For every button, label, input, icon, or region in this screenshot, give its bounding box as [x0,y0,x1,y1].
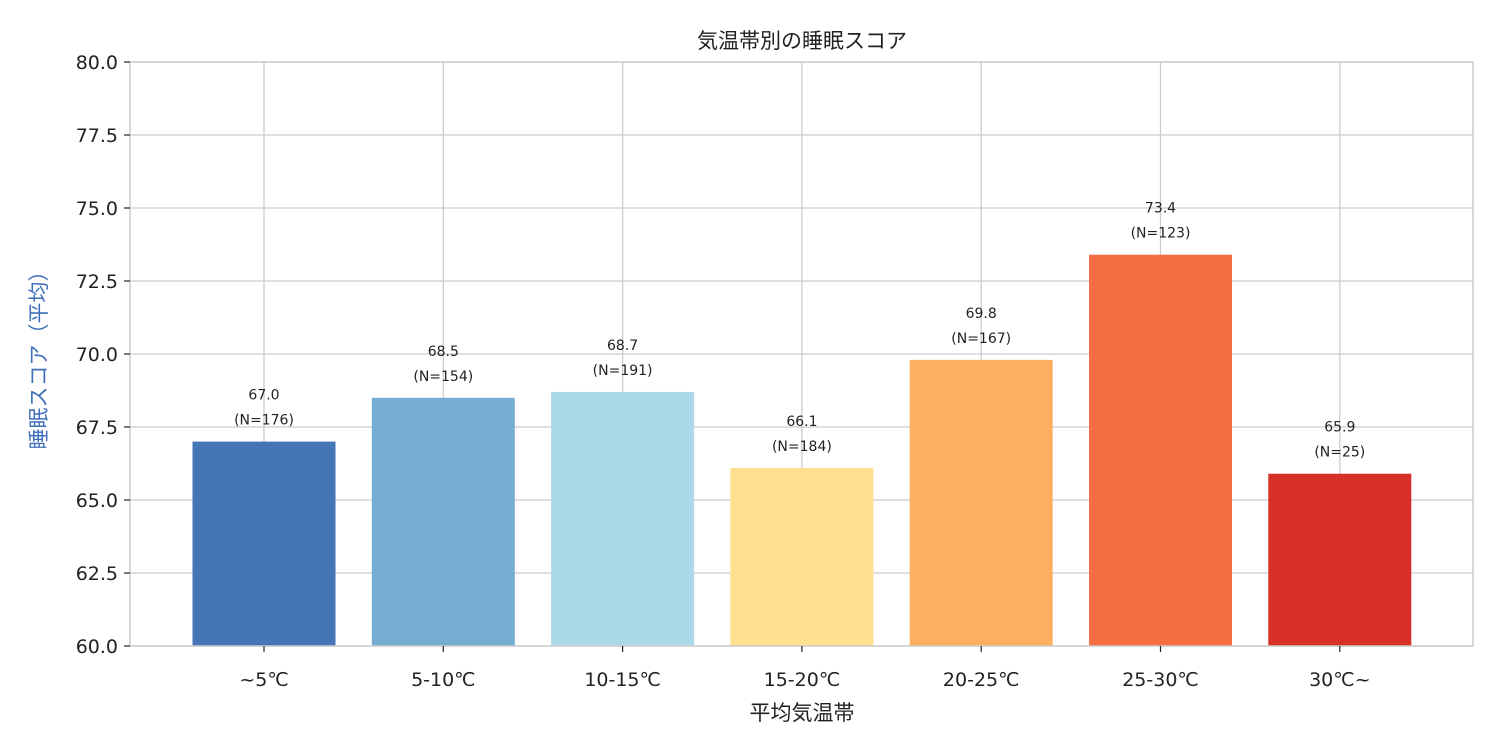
bar [192,441,336,646]
bar-count-label: (N=176) [234,413,294,429]
data-labels: 67.0 (N=176) 68.5 (N=154) 68.7 (N=191) 66.1 (N=… [234,201,1365,461]
y-tick-label: 77.5 [76,125,118,147]
bar-value-label: 68.7 [607,338,638,354]
x-tick-label: ~5℃ [239,669,288,691]
bar [371,397,515,646]
x-tick-label: 25-30℃ [1122,669,1199,691]
bar-count-label: (N=123) [1131,226,1191,242]
y-axis-label: 睡眠スコア（平均） [27,261,51,450]
bar-count-label: (N=191) [593,363,653,379]
chart-title: 気温帯別の睡眠スコア [697,29,907,53]
bar [909,359,1053,646]
bars [192,254,1412,646]
bar-value-label: 65.9 [1324,420,1355,436]
x-tick-label: 30℃~ [1309,669,1370,691]
x-tick-label: 15-20℃ [764,669,841,691]
y-tick-label: 70.0 [76,344,118,366]
bar-count-label: (N=184) [772,439,832,455]
bar-value-label: 67.0 [248,388,279,404]
x-tick-label: 20-25℃ [943,669,1020,691]
y-axis-ticks: 60.0 62.5 65.0 67.5 70.0 72.5 75.0 77.5 80.0 [76,52,130,658]
bar [1268,473,1412,646]
y-tick-label: 67.5 [76,417,118,439]
x-tick-label: 5-10℃ [411,669,475,691]
bar-count-label: (N=154) [413,369,473,385]
bar-value-label: 68.5 [428,344,459,360]
y-tick-label: 60.0 [76,636,118,658]
y-tick-label: 65.0 [76,490,118,512]
x-axis-ticks: ~5℃ 5-10℃ 10-15℃ 15-20℃ 20-25℃ 25-30℃ 30℃~ [239,646,1371,691]
x-axis-label: 平均気温帯 [750,701,855,725]
y-tick-label: 72.5 [76,271,118,293]
bar-count-label: (N=25) [1314,445,1365,461]
x-tick-label: 10-15℃ [584,669,661,691]
bar-count-label: (N=167) [951,331,1011,347]
bar-value-label: 69.8 [966,306,997,322]
bar [551,391,695,646]
bar-value-label: 73.4 [1145,201,1176,217]
bar-value-label: 66.1 [786,414,817,430]
bar [730,467,874,646]
y-tick-label: 75.0 [76,198,118,220]
y-tick-label: 80.0 [76,52,118,74]
bar [1089,254,1232,646]
y-tick-label: 62.5 [76,563,118,585]
